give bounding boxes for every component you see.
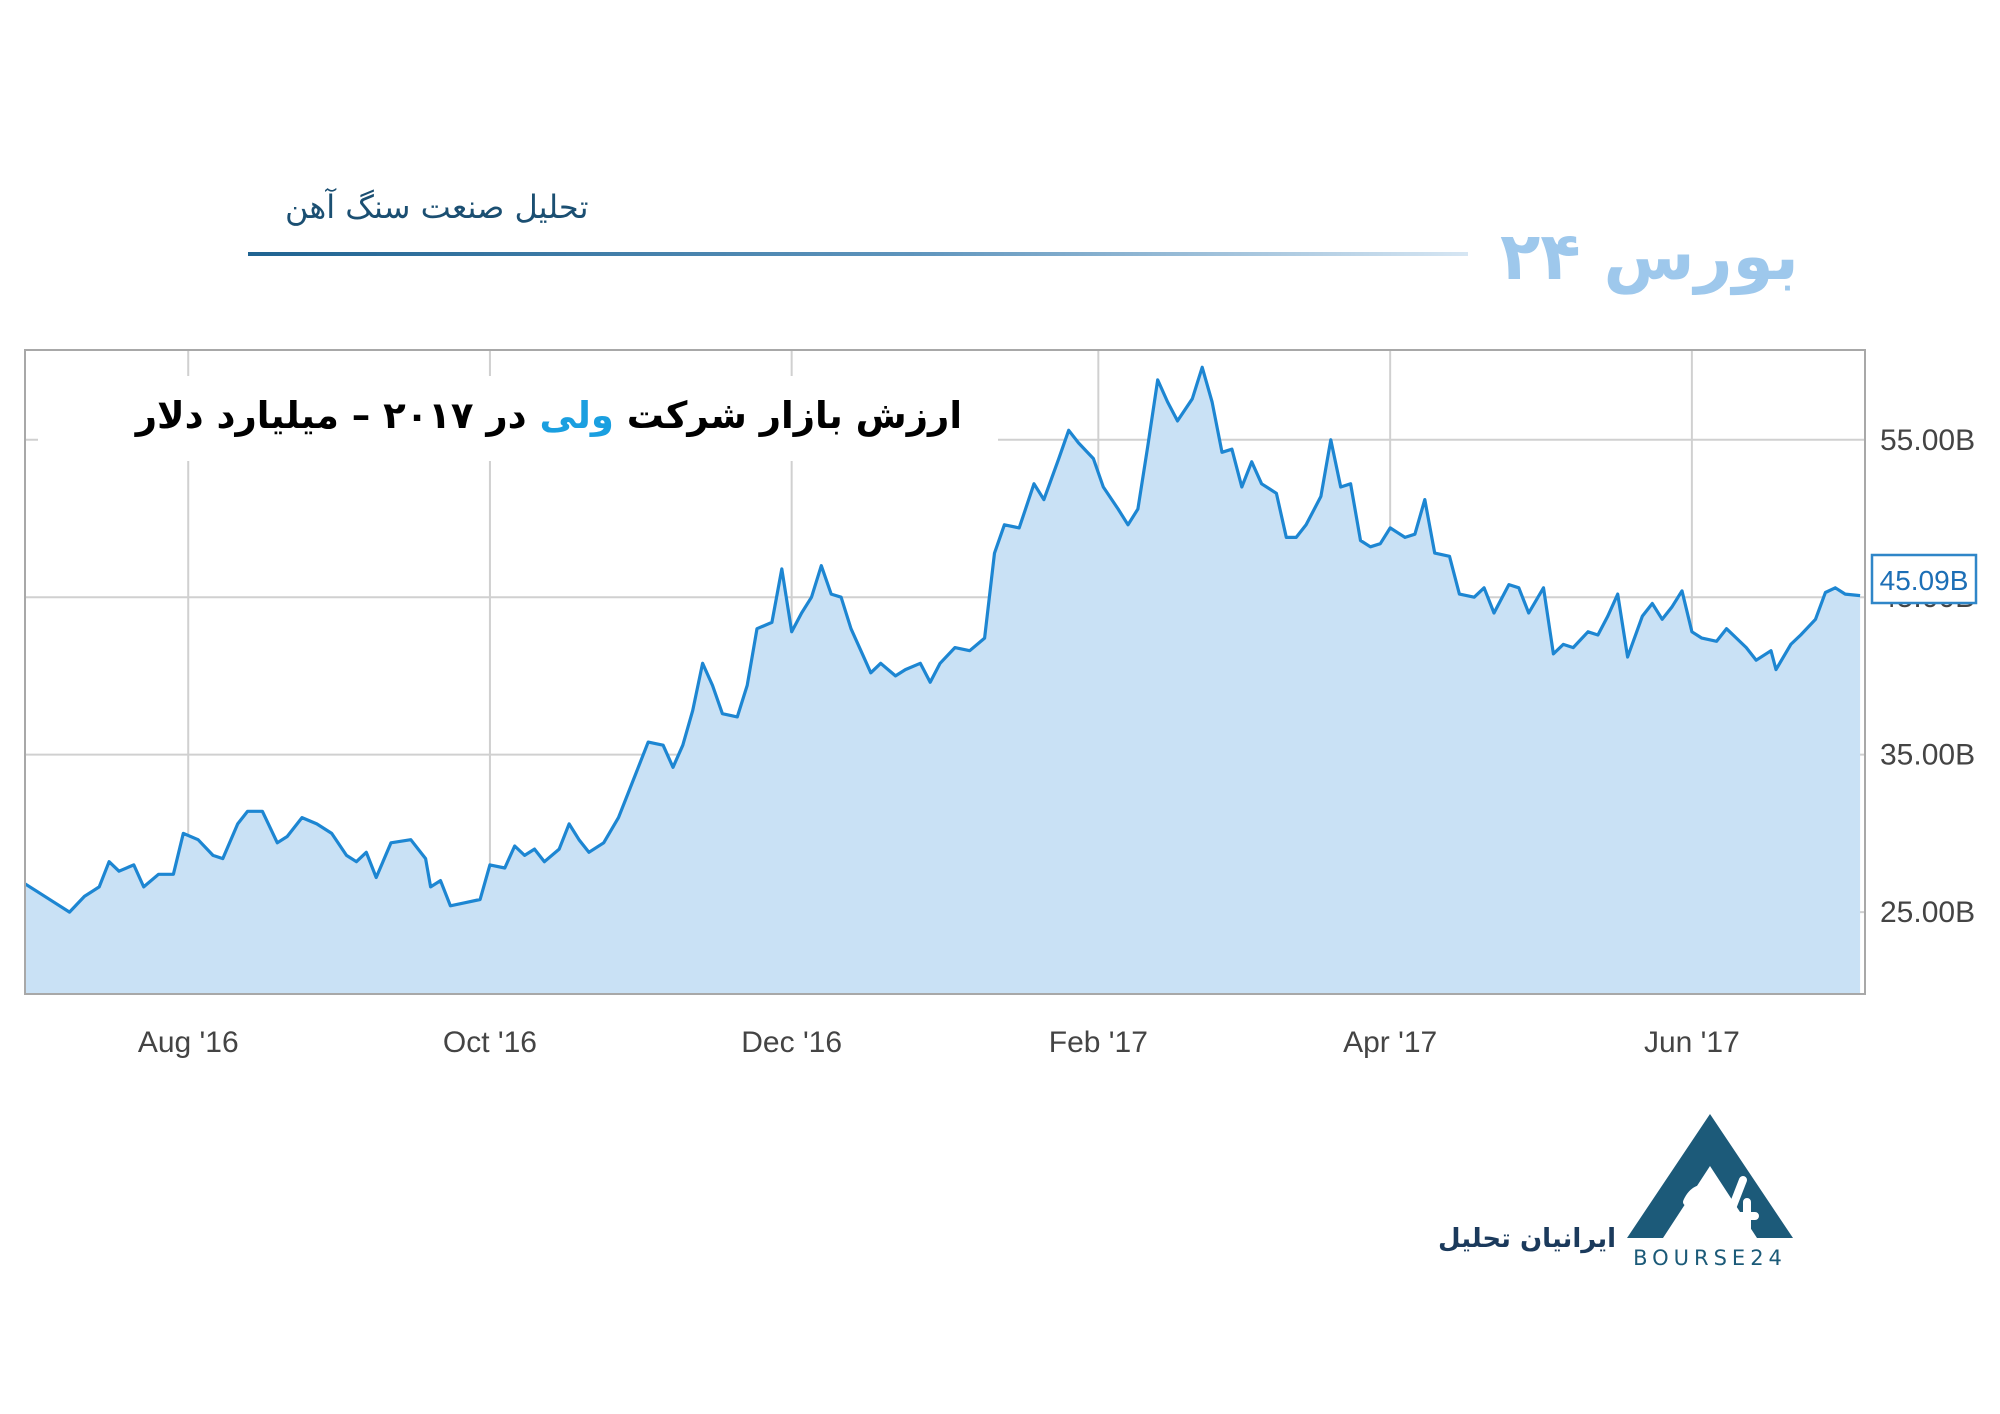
current-value-badge: 45.09B: [1870, 553, 1978, 605]
footer-logo-text: BOURSE24: [1633, 1246, 1787, 1270]
current-value-label: 45.09B: [1880, 565, 1969, 596]
header-title: تحلیل صنعت سنگ آهن: [285, 188, 589, 226]
brand-logo: بورس ۲۴: [1500, 218, 1799, 295]
x-axis: Aug '16 Oct '16 Dec '16 Feb '17 Apr '17 Jun '…: [138, 1026, 1740, 1059]
chart-title: ارزش بازار شرکت ولی در ۲۰۱۷ – میلیارد دل…: [134, 394, 962, 437]
bourse24-logo-icon: [1627, 1114, 1793, 1240]
x-tick-label: Aug '16: [138, 1026, 239, 1059]
chart-title-part-1: ارزش بازار شرکت: [614, 394, 962, 437]
x-tick-label: Jun '17: [1644, 1026, 1740, 1059]
chart-title-company: ولی: [540, 394, 614, 437]
series-line: [24, 365, 1861, 914]
footer-company-name: ایرانیان تحلیل: [1438, 1224, 1617, 1254]
x-tick-label: Oct '16: [443, 1026, 537, 1059]
y-tick-label: 55.00B: [1880, 424, 1975, 457]
x-tick-label: Dec '16: [741, 1026, 842, 1059]
plot-frame: [24, 349, 1866, 995]
y-tick-label: 35.00B: [1880, 739, 1975, 772]
chart-title-part-3: در ۲۰۱۷ – میلیارد دلار: [134, 394, 540, 437]
header-divider: [248, 252, 1468, 256]
x-tick-label: Apr '17: [1343, 1026, 1437, 1059]
x-tick-label: Feb '17: [1049, 1026, 1148, 1059]
y-tick-label: 25.00B: [1880, 896, 1975, 929]
series-area: [25, 367, 1861, 994]
chart-title-box: ارزش بازار شرکت ولی در ۲۰۱۷ – میلیارد دل…: [38, 376, 998, 461]
